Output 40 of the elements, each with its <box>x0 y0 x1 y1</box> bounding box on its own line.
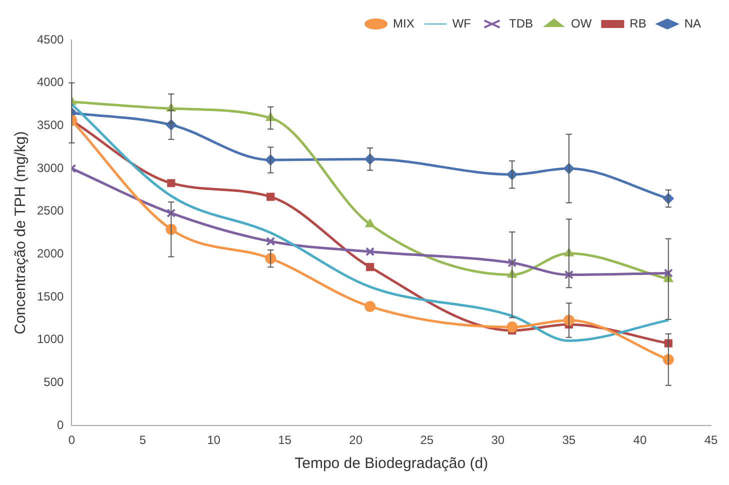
legend-label: WF <box>452 16 471 30</box>
y-tick-label: 4500 <box>36 32 64 46</box>
x-tick-label: 30 <box>491 433 505 448</box>
y-tick-label: 2000 <box>36 246 64 261</box>
x-tick-label: 20 <box>349 433 363 448</box>
y-axis-title: Concentração de TPH (mg/kg) <box>12 131 30 334</box>
legend-label: MIX <box>393 16 414 30</box>
x-tick-label: 25 <box>420 433 434 448</box>
point <box>366 263 374 272</box>
y-tick-label: 1500 <box>36 289 64 304</box>
x-tick-label: 35 <box>562 433 576 448</box>
y-tick-label: 3000 <box>36 160 64 175</box>
point <box>564 270 574 280</box>
x-axis-title: Tempo de Biodegradação (d) <box>294 455 488 472</box>
point <box>508 258 517 268</box>
x-tick-label: 10 <box>207 433 221 448</box>
legend-label: NA <box>684 16 701 30</box>
x-tick-label: 45 <box>704 433 718 448</box>
point <box>506 322 518 333</box>
point <box>364 300 376 312</box>
point <box>266 192 275 201</box>
point <box>664 268 673 278</box>
x-tick-label: 5 <box>139 433 146 448</box>
y-tick-label: 2500 <box>36 204 64 218</box>
point <box>266 236 276 246</box>
legend-label: OW <box>571 16 592 30</box>
y-tick-label: 0 <box>57 418 64 432</box>
legend-label: TDB <box>509 16 533 30</box>
legend-label: RB <box>630 16 646 30</box>
point <box>166 208 176 218</box>
y-tick-label: 3500 <box>36 118 64 132</box>
y-tick-label: 500 <box>44 375 64 390</box>
x-tick-label: 0 <box>68 433 76 448</box>
point <box>366 247 375 256</box>
y-tick-label: 4000 <box>36 75 64 90</box>
y-tick-label: 1000 <box>36 332 64 346</box>
point <box>365 218 375 228</box>
x-tick-label: 40 <box>633 433 647 448</box>
x-tick-label: 15 <box>278 433 292 448</box>
point <box>167 179 176 188</box>
